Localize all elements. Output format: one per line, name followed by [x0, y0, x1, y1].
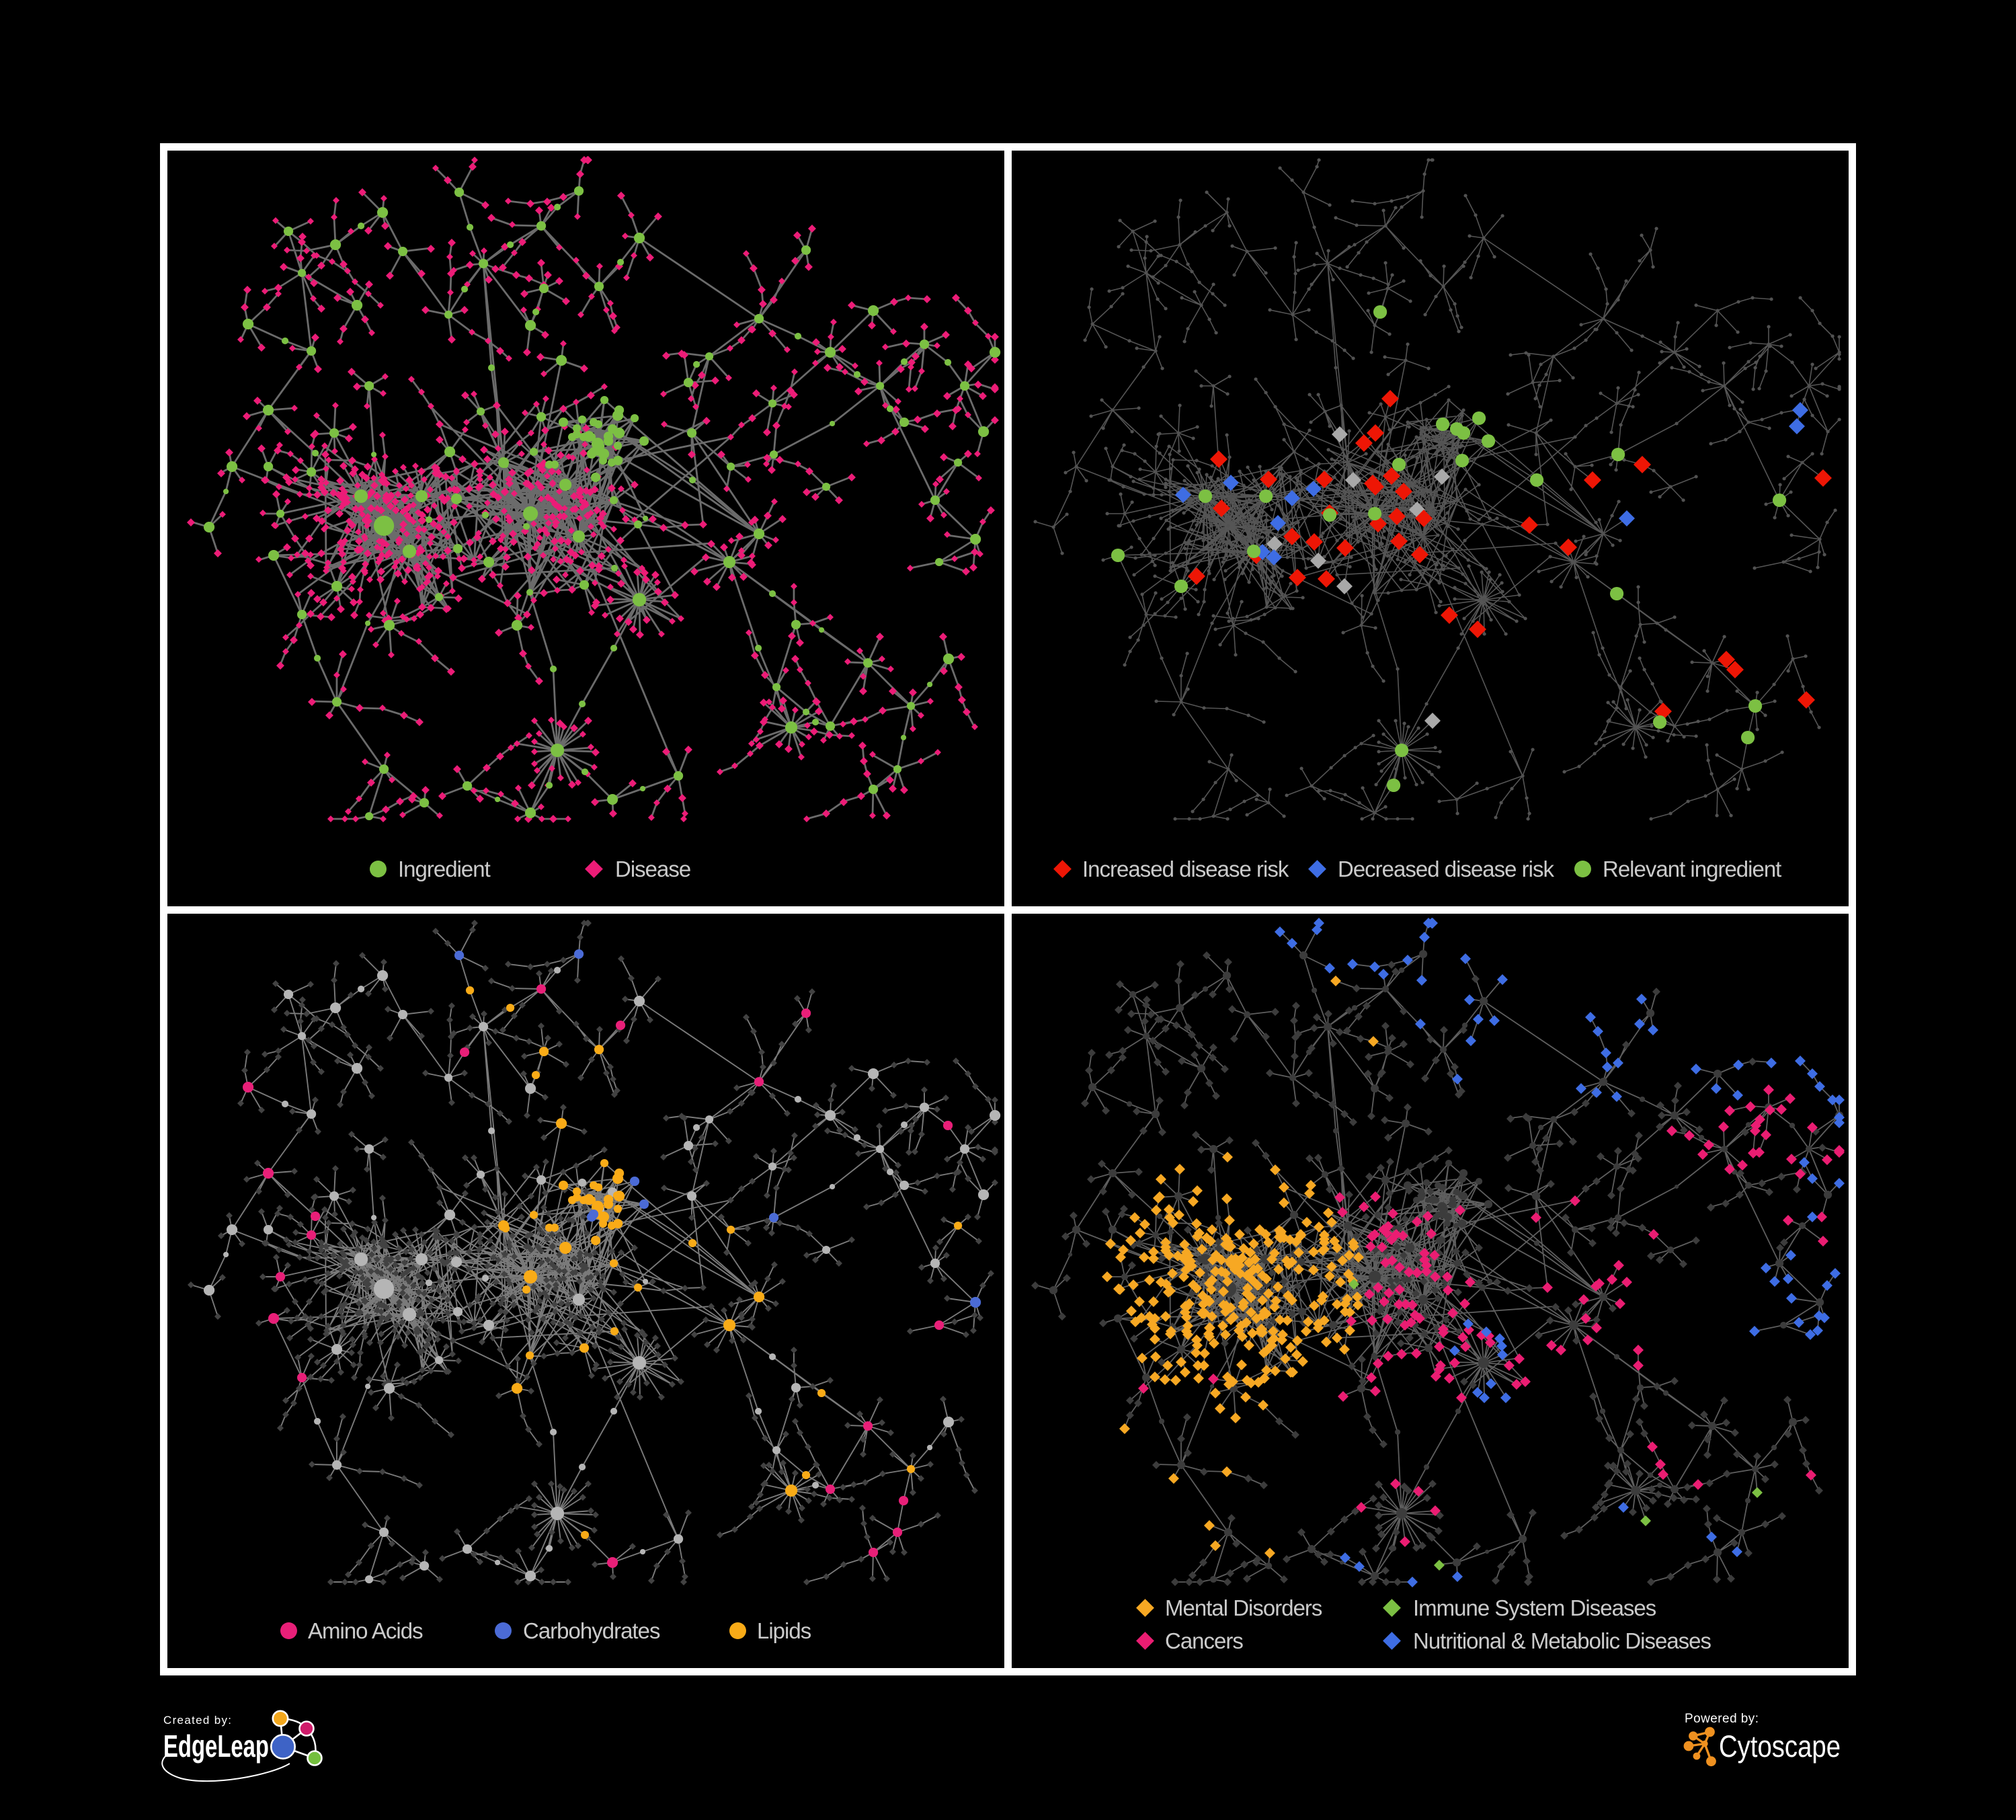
svg-text:Powered by:: Powered by:	[1685, 1712, 1759, 1726]
svg-text:Created by:: Created by:	[163, 1714, 232, 1727]
svg-text:Cytoscape: Cytoscape	[1719, 1729, 1841, 1764]
svg-text:EdgeLeap: EdgeLeap	[163, 1729, 269, 1764]
